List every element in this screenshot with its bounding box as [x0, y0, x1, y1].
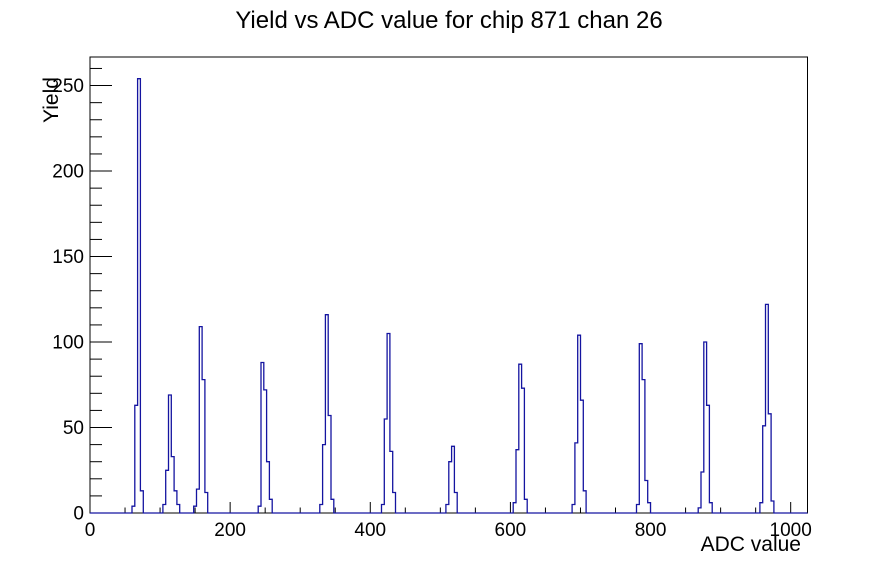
x-tick-label: 0 — [85, 520, 96, 541]
y-axis-title: Yield — [40, 77, 63, 123]
x-tick-label: 1000 — [770, 520, 812, 541]
x-tick-label: 200 — [214, 520, 246, 541]
y-tick-label: 100 — [52, 333, 84, 354]
y-tick-label: 200 — [52, 162, 84, 183]
plot-frame — [89, 56, 808, 514]
x-tick-label: 600 — [495, 520, 527, 541]
y-tick-label: 150 — [52, 247, 84, 268]
y-tick-label: 250 — [52, 76, 84, 97]
chart-title: Yield vs ADC value for chip 871 chan 26 — [235, 7, 662, 34]
x-axis-title: ADC value — [701, 533, 801, 556]
plot-area: 0 200 400 600 800 1000 0 50 100 150 200 250 — [52, 67, 812, 541]
x-tick-label: 400 — [354, 520, 386, 541]
histogram-line — [90, 78, 808, 514]
x-tick-label: 800 — [635, 520, 667, 541]
y-tick-label: 50 — [63, 418, 84, 439]
y-tick-label: 0 — [73, 504, 84, 525]
